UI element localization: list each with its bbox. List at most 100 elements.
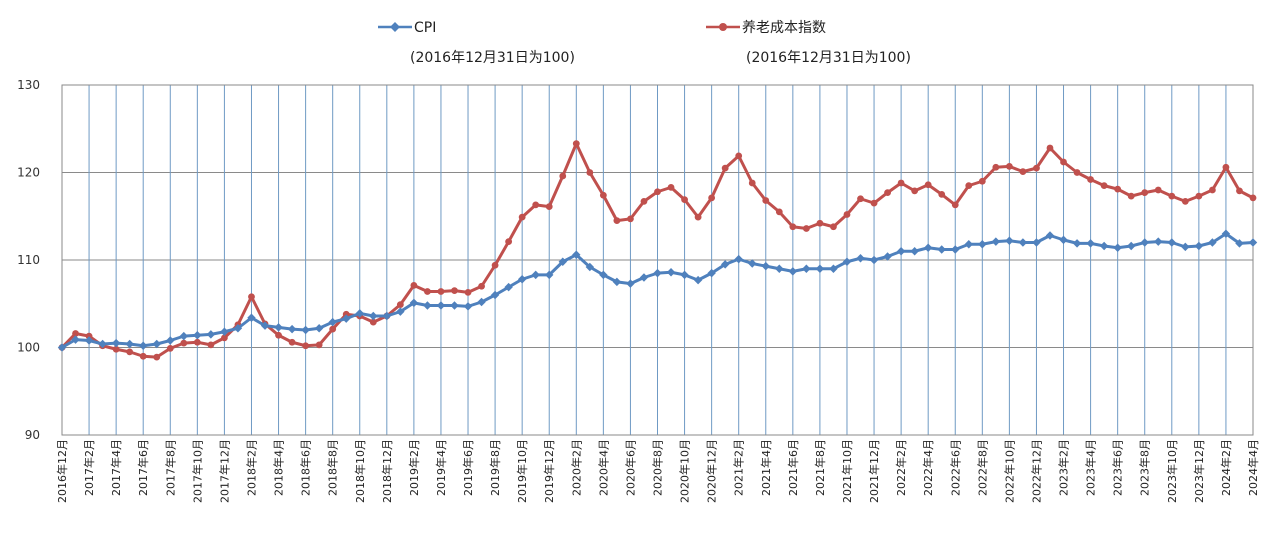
data-point-marker bbox=[451, 287, 458, 295]
data-point-marker bbox=[437, 288, 445, 295]
data-point-marker bbox=[937, 245, 946, 254]
y-tick-label: 120 bbox=[17, 166, 40, 180]
data-point-marker bbox=[287, 324, 297, 334]
data-point-marker bbox=[233, 324, 243, 333]
data-point-marker bbox=[57, 343, 67, 352]
data-point-marker bbox=[436, 301, 446, 310]
x-tick-label: 2018年4月 bbox=[272, 439, 286, 496]
data-point-marker bbox=[504, 282, 513, 292]
data-point-marker bbox=[355, 309, 364, 318]
data-point-marker bbox=[1032, 238, 1041, 247]
data-point-marker bbox=[1099, 241, 1109, 251]
x-tick-label: 2018年10月 bbox=[353, 439, 367, 503]
data-point-marker bbox=[896, 247, 906, 256]
data-point-marker bbox=[694, 213, 702, 221]
data-point-marker bbox=[72, 330, 79, 337]
data-point-marker bbox=[1248, 238, 1258, 247]
data-point-marker bbox=[1113, 243, 1122, 252]
data-point-marker bbox=[152, 339, 161, 349]
x-tick-label: 2017年8月 bbox=[163, 439, 177, 496]
data-point-marker bbox=[1235, 239, 1244, 248]
data-point-marker bbox=[85, 332, 93, 340]
data-point-marker bbox=[613, 217, 621, 225]
data-point-marker bbox=[842, 257, 852, 266]
data-point-marker bbox=[585, 262, 595, 272]
data-point-marker bbox=[424, 288, 431, 295]
x-tick-label: 2019年2月 bbox=[407, 439, 421, 496]
data-point-marker bbox=[1033, 164, 1040, 172]
x-tick-label: 2020年4月 bbox=[596, 439, 610, 496]
data-point-marker bbox=[382, 311, 392, 321]
x-tick-label: 2017年6月 bbox=[136, 439, 150, 496]
data-point-marker bbox=[409, 298, 419, 308]
data-point-marker bbox=[1018, 238, 1028, 247]
data-point-marker bbox=[126, 348, 134, 356]
data-point-marker bbox=[180, 339, 188, 347]
data-point-marker bbox=[639, 273, 649, 282]
data-point-marker bbox=[720, 260, 730, 269]
data-point-marker bbox=[1087, 176, 1094, 183]
y-tick-label: 90 bbox=[25, 428, 40, 442]
data-point-marker bbox=[478, 282, 485, 290]
data-point-marker bbox=[1236, 187, 1243, 195]
data-point-marker bbox=[1005, 162, 1013, 170]
legend: CPI (2016年12月31日为100) 养老成本指数 (2016年12月31… bbox=[378, 20, 911, 66]
data-point-marker bbox=[978, 177, 986, 185]
x-axis: 2016年12月 2017年2月 2017年4月 2017年6月 2017年8月 2017… bbox=[55, 439, 1260, 503]
x-tick-label: 2017年12月 bbox=[217, 439, 231, 503]
data-point-marker bbox=[139, 341, 148, 350]
data-point-marker bbox=[924, 181, 932, 189]
x-tick-label: 2018年8月 bbox=[326, 439, 340, 496]
data-point-marker bbox=[491, 261, 499, 269]
data-point-marker bbox=[1019, 168, 1027, 176]
x-tick-label: 2018年6月 bbox=[299, 439, 313, 496]
x-tick-label: 2019年12月 bbox=[542, 439, 556, 503]
data-point-marker bbox=[1141, 189, 1149, 197]
data-point-marker bbox=[369, 318, 377, 326]
data-point-marker bbox=[1059, 235, 1068, 245]
series-pension-cost-index bbox=[58, 140, 1257, 361]
data-point-marker bbox=[1046, 144, 1054, 152]
x-tick-label: 2021年4月 bbox=[759, 439, 773, 496]
y-tick-label: 110 bbox=[17, 253, 40, 267]
data-point-marker bbox=[302, 342, 310, 350]
data-point-marker bbox=[626, 279, 635, 288]
x-tick-label: 2023年10月 bbox=[1165, 439, 1179, 503]
data-point-marker bbox=[206, 330, 216, 339]
data-point-marker bbox=[221, 334, 228, 342]
data-point-marker bbox=[410, 281, 418, 289]
data-point-marker bbox=[640, 197, 648, 205]
data-point-marker bbox=[965, 182, 973, 190]
data-point-marker bbox=[923, 243, 933, 252]
data-point-marker bbox=[681, 196, 688, 204]
x-tick-label: 2018年2月 bbox=[244, 439, 258, 496]
data-point-marker bbox=[1181, 242, 1190, 252]
data-point-marker bbox=[193, 331, 202, 340]
data-point-marker bbox=[84, 336, 94, 345]
data-point-marker bbox=[843, 211, 851, 218]
data-point-marker bbox=[897, 179, 905, 187]
x-tick-label: 2023年4月 bbox=[1084, 439, 1098, 496]
x-tick-label: 2019年4月 bbox=[434, 439, 448, 496]
data-point-marker bbox=[396, 307, 405, 316]
x-tick-label: 2022年6月 bbox=[948, 439, 962, 496]
x-tick-label: 2022年10月 bbox=[1002, 439, 1016, 503]
data-point-marker bbox=[207, 341, 215, 349]
x-tick-label: 2023年8月 bbox=[1138, 439, 1152, 496]
data-point-marker bbox=[288, 338, 296, 346]
x-tick-label: 2024年2月 bbox=[1219, 439, 1233, 496]
data-point-marker bbox=[991, 237, 1001, 246]
data-point-marker bbox=[464, 288, 472, 296]
data-point-marker bbox=[680, 270, 689, 280]
legend-marker-cpi bbox=[390, 22, 400, 32]
data-point-marker bbox=[179, 331, 189, 341]
data-point-marker bbox=[1168, 192, 1176, 200]
data-point-marker bbox=[558, 257, 567, 266]
data-point-marker bbox=[1073, 169, 1081, 176]
legend-note-pension-cost-index: (2016年12月31日为100) bbox=[746, 50, 911, 66]
x-tick-label: 2022年2月 bbox=[894, 439, 908, 496]
x-tick-label: 2023年12月 bbox=[1192, 439, 1206, 503]
data-point-marker bbox=[1208, 186, 1216, 194]
data-point-marker bbox=[532, 201, 540, 209]
